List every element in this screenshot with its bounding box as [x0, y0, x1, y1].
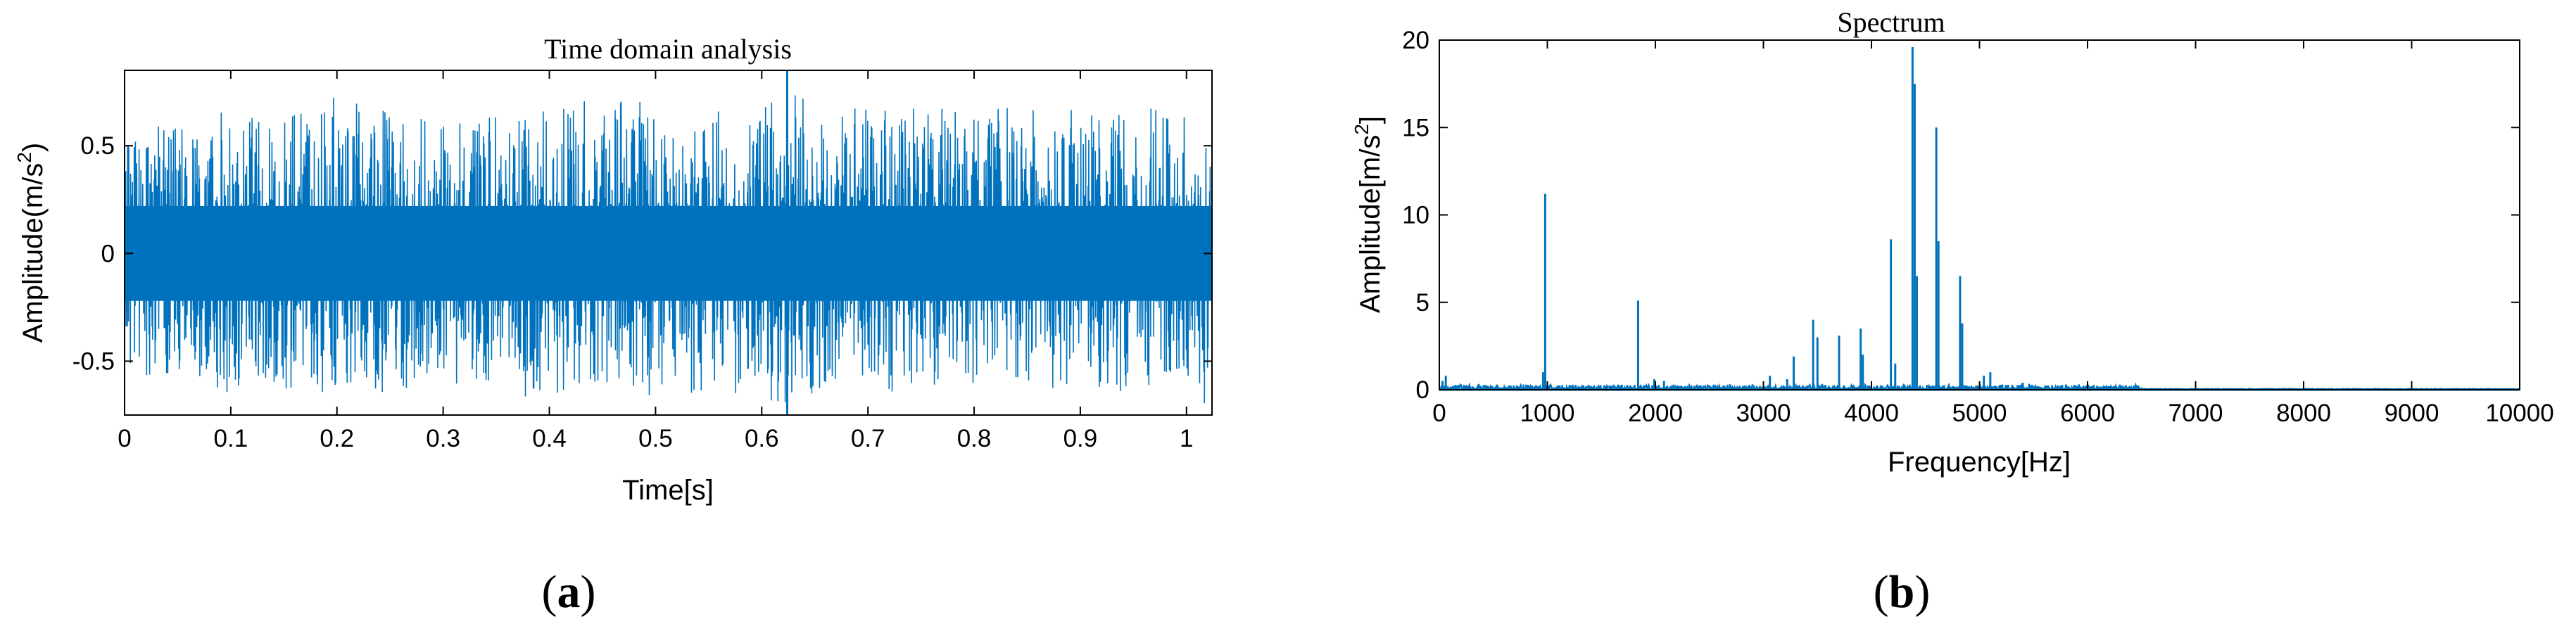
x-axis-label: Time[s] — [622, 475, 714, 506]
y-tick-label: 0 — [1416, 376, 1429, 404]
y-tick-label: 0 — [101, 240, 115, 267]
spectrum-series — [1439, 46, 2520, 392]
y-tick-label: -0.5 — [72, 348, 115, 375]
x-tick-label: 0.6 — [745, 425, 779, 452]
x-tick-label: 3000 — [1736, 400, 1791, 427]
x-tick-label: 10000 — [2485, 400, 2553, 427]
panel-label: (a) — [542, 566, 596, 618]
y-axis-label-text: Amplitude[m/s — [1355, 135, 1386, 313]
y-axis-label-text: Amplitude(m/s — [18, 163, 49, 343]
y-tick-label: 5 — [1416, 289, 1429, 317]
signal-series — [124, 70, 1213, 415]
y-axis-label-suffix: ) — [18, 143, 49, 152]
y-tick-label: 15 — [1402, 114, 1429, 141]
x-axis-ticks: 0 1000 2000 3000 4000 5000 6000 7000 8000 9000 100… — [1432, 40, 2554, 427]
chart-title: Spectrum — [1837, 6, 1945, 38]
chart-time-domain: Time domain analysis 0 0.1 0.2 0.3 0.4 0.5 0.6… — [13, 33, 1213, 618]
y-axis-label-superscript: 2 — [1351, 124, 1372, 135]
y-axis-label-superscript: 2 — [13, 152, 35, 163]
x-tick-label: 0.2 — [320, 425, 354, 452]
x-tick-label: 2000 — [1628, 400, 1683, 427]
panel-label: (b) — [1874, 566, 1931, 618]
chart-title: Time domain analysis — [544, 33, 792, 65]
plot-frame — [124, 70, 1213, 416]
x-tick-label: 8000 — [2276, 400, 2331, 427]
plot-frame — [1439, 39, 2520, 390]
x-tick-label: 0.9 — [1063, 425, 1098, 452]
chart-spectrum: Spectrum 0 1000 2000 3000 4000 5000 6000 7000 80… — [1351, 6, 2554, 618]
x-tick-label: 0.4 — [532, 425, 567, 452]
x-tick-label: 0.1 — [214, 425, 248, 452]
y-axis-ticks: -0.5 0 0.5 — [72, 132, 1212, 375]
x-tick-label: 0.5 — [638, 425, 673, 452]
y-axis-label: Amplitude[m/s2] — [1351, 116, 1386, 313]
y-axis-label-suffix: ] — [1355, 116, 1386, 124]
x-tick-label: 1 — [1180, 425, 1193, 452]
x-tick-label: 0 — [1432, 400, 1446, 427]
x-tick-label: 0.3 — [426, 425, 460, 452]
signal-dense-core — [125, 205, 1212, 301]
y-tick-label: 20 — [1402, 27, 1429, 54]
x-tick-label: 0.7 — [851, 425, 885, 452]
x-tick-label: 0 — [118, 425, 131, 452]
x-tick-label: 6000 — [2060, 400, 2115, 427]
y-axis-ticks: 0 5 10 15 20 — [1402, 27, 2520, 404]
y-tick-label: 10 — [1402, 202, 1429, 229]
x-tick-label: 0.8 — [957, 425, 992, 452]
x-tick-label: 9000 — [2385, 400, 2439, 427]
x-axis-ticks: 0 0.1 0.2 0.3 0.4 0.5 0.6 0.7 0.8 0.9 1 — [118, 70, 1194, 452]
x-tick-label: 5000 — [1952, 400, 2007, 427]
x-tick-label: 7000 — [2168, 400, 2223, 427]
x-tick-label: 4000 — [1844, 400, 1899, 427]
y-tick-label: 0.5 — [80, 132, 115, 160]
y-axis-label: Amplitude(m/s2) — [13, 143, 49, 343]
signal-line — [124, 95, 1213, 404]
x-tick-label: 1000 — [1520, 400, 1575, 427]
x-axis-label: Frequency[Hz] — [1888, 447, 2071, 478]
